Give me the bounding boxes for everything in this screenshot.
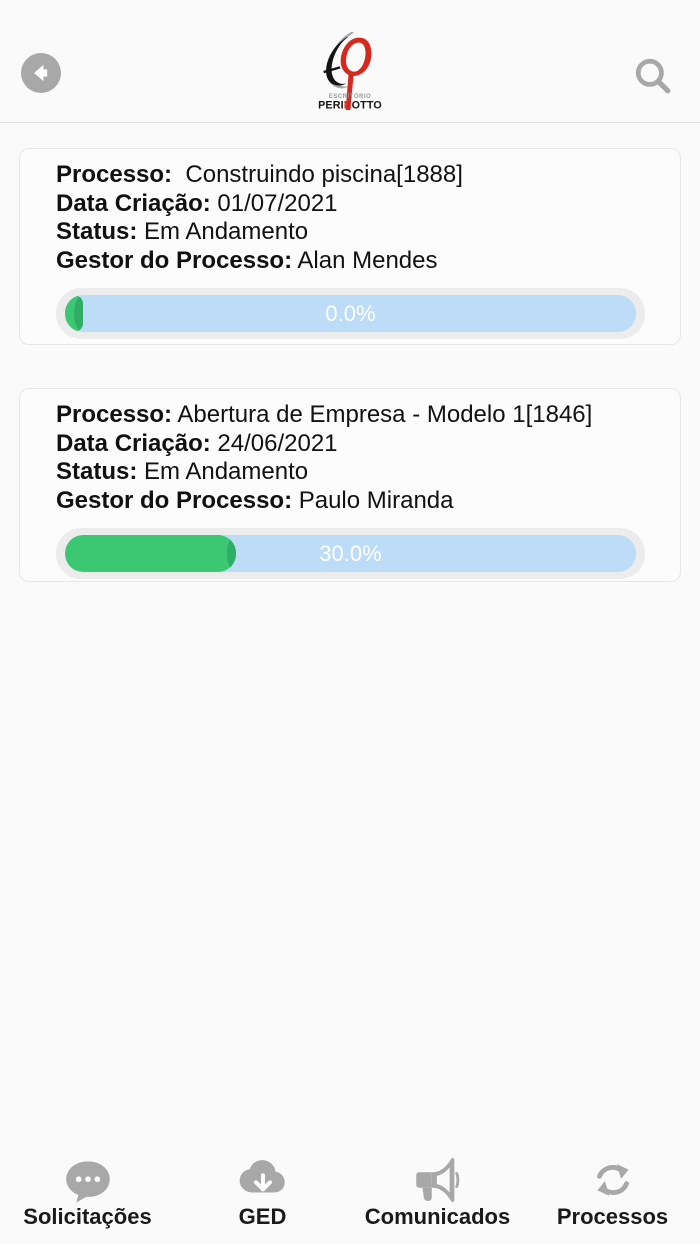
svg-text:PERINOTTO: PERINOTTO — [318, 100, 382, 110]
